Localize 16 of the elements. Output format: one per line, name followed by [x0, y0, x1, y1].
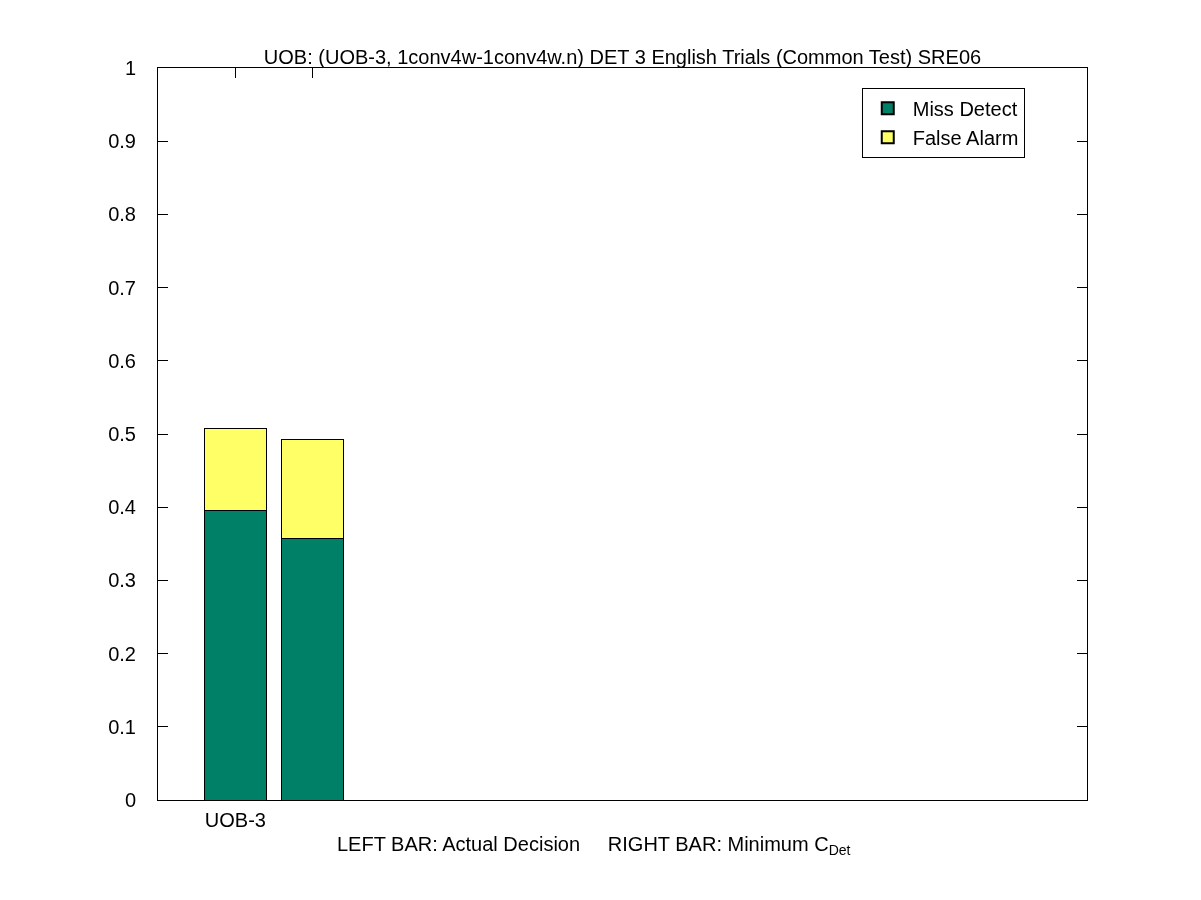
legend-label: Miss Detect: [912, 98, 1018, 121]
y-tick-label: 0.4: [108, 496, 136, 519]
chart-title: UOB: (UOB-3, 1conv4w-1conv4w.n) DET 3 English Trials (Common Test) SRE06: [263, 46, 982, 68]
y-tick-label: 0.8: [108, 203, 136, 226]
x-axis-title: LEFT BAR: Actual Decision RIGHT BAR: Minimum C$_{Det}$: [337, 833, 851, 859]
y-tick-label: 0.6: [108, 349, 136, 372]
legend-label: False Alarm: [912, 127, 1019, 150]
y-tick-label: 0: [124, 789, 136, 811]
y-tick-label: 0.5: [108, 423, 136, 445]
y-tick-label: 0.1: [108, 715, 136, 738]
y-tick-label: 0.2: [108, 642, 136, 665]
x-tick-label: UOB-3: [204, 809, 266, 831]
y-tick-label: 0.9: [108, 130, 136, 153]
y-tick-label: 0.3: [108, 569, 136, 592]
y-tick-label: 0.7: [108, 276, 136, 299]
y-tick-label: 1: [124, 57, 136, 79]
